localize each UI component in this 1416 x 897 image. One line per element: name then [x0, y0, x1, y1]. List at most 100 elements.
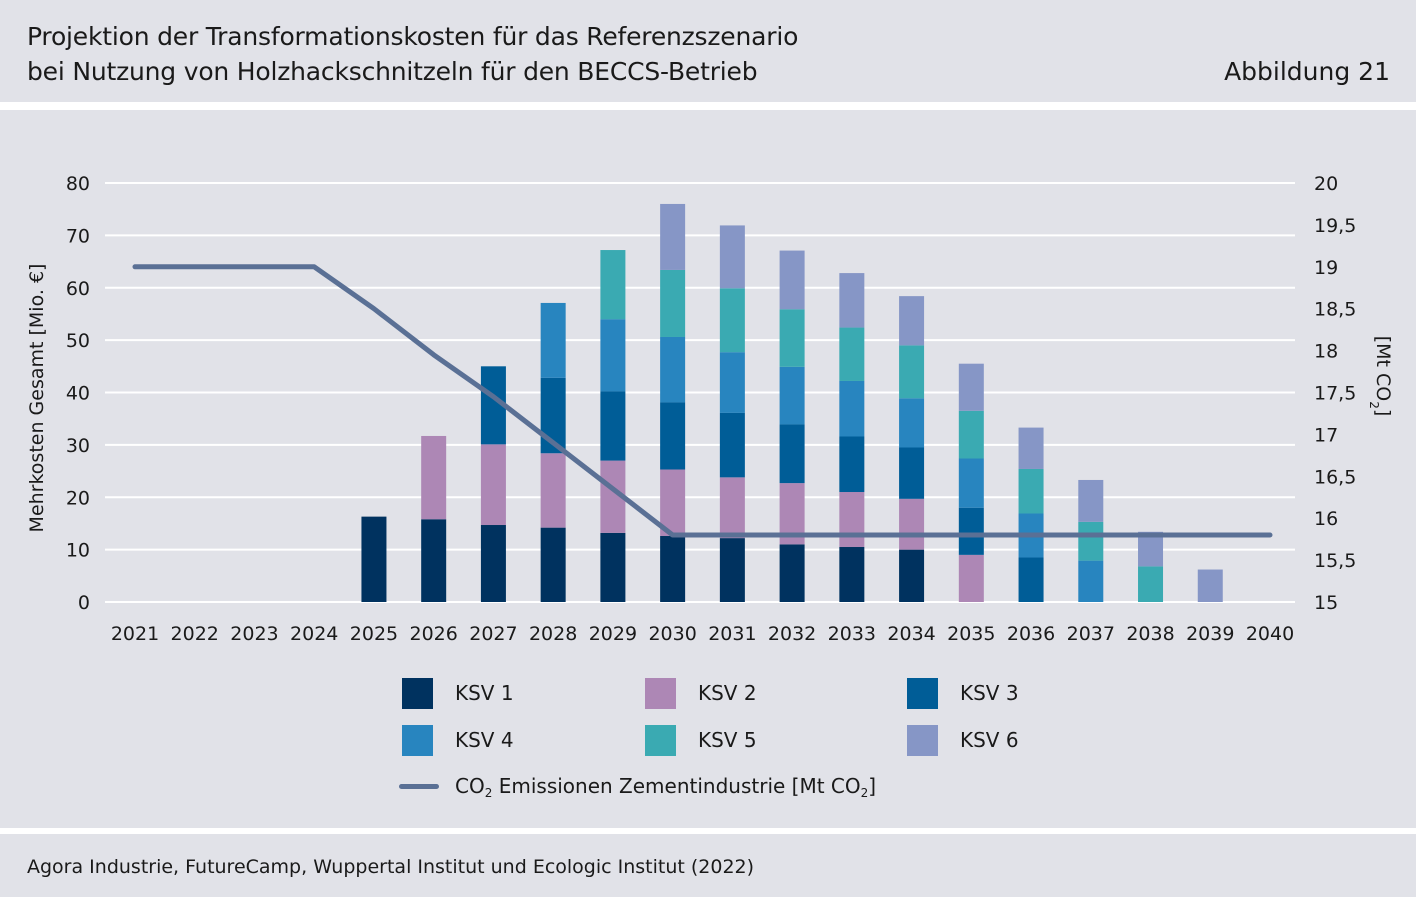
x-tick-label: 2022 [171, 623, 219, 645]
bar-ksv2 [421, 435, 447, 520]
y2-tick-label: 17 [1314, 424, 1338, 446]
bar-ksv4 [958, 458, 984, 508]
bar-ksv1 [361, 516, 387, 602]
x-tick-label: 2028 [529, 623, 577, 645]
x-tick-label: 2032 [768, 623, 816, 645]
y-tick-label: 70 [66, 225, 90, 247]
bar-ksv6 [779, 250, 805, 310]
x-tick-label: 2030 [648, 623, 696, 645]
y2-tick-label: 19,5 [1314, 215, 1356, 237]
bar-ksv6 [958, 363, 984, 411]
y-tick-label: 0 [78, 592, 90, 614]
y2-tick-label: 16,5 [1314, 466, 1356, 488]
y-axis-title: Mehrkosten Gesamt [Mio. €] [26, 264, 48, 533]
bar-ksv6 [1018, 427, 1044, 469]
bar-ksv5 [1138, 566, 1164, 602]
chart-panel [0, 110, 1416, 828]
bar-ksv3 [1018, 557, 1044, 602]
bar-ksv2 [660, 469, 686, 537]
legend-item-co2-line: CO2 Emissionen Zementindustrie [Mt CO2] [399, 771, 876, 801]
bar-ksv5 [779, 309, 805, 367]
x-tick-label: 2024 [290, 623, 338, 645]
y2-tick-label: 20 [1314, 173, 1338, 195]
legend-item-ksv5: KSV 5 [645, 724, 757, 756]
bar-ksv5 [660, 269, 686, 337]
legend-label-ksv2: KSV 2 [698, 681, 757, 705]
x-tick-label: 2026 [410, 623, 458, 645]
bar-ksv3 [779, 424, 805, 484]
bar-ksv1 [660, 536, 686, 602]
legend-swatch-ksv2 [645, 677, 676, 709]
footer-panel: Agora Industrie, FutureCamp, Wuppertal I… [0, 834, 1416, 897]
y2-tick-label: 15 [1314, 592, 1338, 614]
y-tick-label: 40 [66, 383, 90, 405]
y2-tick-label: 17,5 [1314, 383, 1356, 405]
legend-item-ksv4: KSV 4 [402, 724, 514, 756]
y2-axis-title: [Mt CO2] [1367, 336, 1394, 417]
bar-ksv2 [480, 444, 506, 526]
legend-swatch-ksv3 [907, 677, 938, 709]
y-tick-label: 10 [66, 540, 90, 562]
bar-ksv3 [839, 436, 865, 493]
header-panel: Projektion der Transformationskosten für… [0, 0, 1416, 102]
bar-ksv5 [1078, 521, 1104, 561]
bar-ksv3 [958, 507, 984, 555]
bar-ksv3 [600, 391, 626, 461]
bar-ksv1 [839, 547, 865, 602]
y-tick-label: 30 [66, 435, 90, 457]
legend-swatch-ksv4 [402, 724, 433, 756]
bar-ksv5 [1018, 468, 1044, 514]
x-tick-label: 2021 [111, 623, 159, 645]
bar-ksv4 [600, 319, 626, 392]
legend-label-ksv3: KSV 3 [960, 681, 1019, 705]
bar-ksv6 [839, 273, 865, 328]
x-tick-label: 2038 [1126, 623, 1174, 645]
bar-ksv4 [899, 398, 925, 448]
x-tick-label: 2031 [708, 623, 756, 645]
legend-item-ksv1: KSV 1 [402, 677, 514, 709]
y2-tick-label: 19 [1314, 257, 1338, 279]
bar-ksv6 [1138, 531, 1164, 567]
x-tick-label: 2027 [469, 623, 517, 645]
legend-swatch-ksv6 [907, 724, 938, 756]
x-tick-label: 2023 [230, 623, 278, 645]
co2-emissions-line [132, 264, 1273, 538]
x-tick-label: 2025 [350, 623, 398, 645]
legend-item-ksv2: KSV 2 [645, 677, 757, 709]
chart-title-line-1: Projektion der Transformationskosten für… [27, 22, 799, 51]
bar-ksv5 [958, 410, 984, 459]
bar-ksv1 [719, 538, 745, 602]
legend-line-swatch [399, 783, 439, 789]
y2-tick-label: 16 [1314, 508, 1338, 530]
bar-ksv1 [480, 525, 506, 602]
bar-ksv2 [899, 498, 925, 550]
y-tick-label: 50 [66, 330, 90, 352]
y-tick-label: 60 [66, 278, 90, 300]
bar-ksv1 [899, 549, 925, 602]
y2-tick-label: 15,5 [1314, 550, 1356, 572]
legend-label-ksv4: KSV 4 [455, 728, 514, 752]
legend-swatch-ksv1 [402, 677, 433, 709]
legend-item-ksv3: KSV 3 [907, 677, 1019, 709]
bar-ksv4 [540, 302, 566, 378]
figure-label: Abbildung 21 [1224, 57, 1390, 86]
bar-ksv4 [839, 380, 865, 437]
x-tick-label: 2035 [947, 623, 995, 645]
bar-ksv6 [1078, 479, 1104, 522]
x-tick-label: 2033 [828, 623, 876, 645]
x-tick-label: 2029 [589, 623, 637, 645]
bar-ksv1 [540, 527, 566, 602]
bar-ksv4 [660, 336, 686, 403]
bar-ksv5 [839, 327, 865, 381]
bar-ksv1 [421, 519, 447, 602]
legend-label-co2-line: CO2 Emissionen Zementindustrie [Mt CO2] [455, 774, 877, 800]
bar-ksv5 [719, 288, 745, 353]
bar-ksv3 [719, 412, 745, 478]
bar-ksv2 [540, 453, 566, 528]
x-tick-label: 2034 [887, 623, 935, 645]
x-tick-label: 2040 [1246, 623, 1294, 645]
bar-ksv6 [899, 296, 925, 346]
bar-ksv6 [660, 203, 686, 270]
bar-ksv1 [600, 532, 626, 602]
